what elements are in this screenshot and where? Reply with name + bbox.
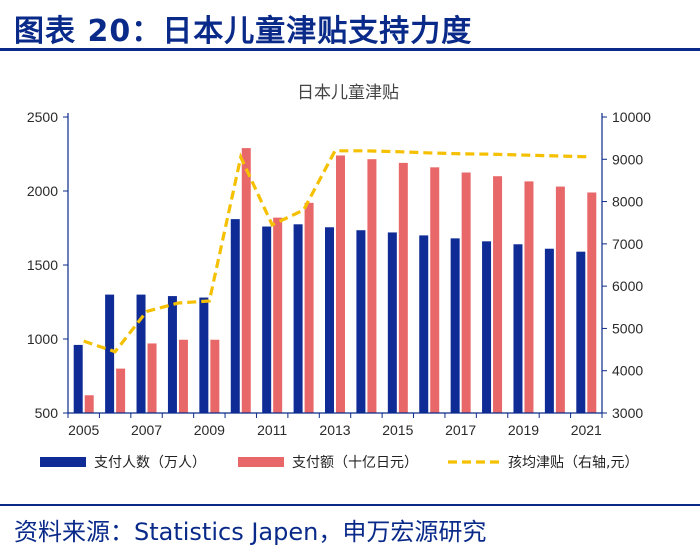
legend-label-0: 支付人数（万人） xyxy=(94,455,206,471)
bar-people-2021 xyxy=(576,251,586,413)
x-tick-label: 2017 xyxy=(445,422,476,438)
bar-people-2013 xyxy=(325,227,334,413)
bar-amount-2011 xyxy=(273,217,283,413)
x-tick-label: 2021 xyxy=(571,422,602,438)
figure-title: 图表 20：日本儿童津贴支持力度 xyxy=(14,14,473,49)
bar-people-2020 xyxy=(544,248,554,413)
x-tick-label: 2005 xyxy=(68,422,99,438)
bar-amount-2018 xyxy=(493,176,503,413)
bar-people-2008 xyxy=(167,296,177,413)
y-left-tick-label: 1000 xyxy=(27,331,58,347)
bars-layer xyxy=(73,148,597,413)
y-left-tick-label: 2000 xyxy=(27,183,58,199)
legend-swatch-1 xyxy=(238,457,284,467)
x-tick-label: 2015 xyxy=(382,422,413,438)
bar-people-2019 xyxy=(513,244,523,413)
bar-people-2010 xyxy=(230,219,240,413)
y-right-tick-label: 8000 xyxy=(612,194,643,210)
bar-amount-2008 xyxy=(178,339,188,413)
bar-people-2011 xyxy=(262,226,272,413)
bar-amount-2007 xyxy=(147,343,157,413)
bar-amount-2013 xyxy=(336,155,345,413)
bar-amount-2020 xyxy=(555,186,565,413)
y-right-tick-label: 6000 xyxy=(612,278,643,294)
legend-label-1: 支付额（十亿日元） xyxy=(292,455,418,471)
footer-rule xyxy=(0,504,700,506)
y-left-tick-label: 1500 xyxy=(27,257,58,273)
x-tick-label: 2011 xyxy=(257,422,287,438)
x-tick-label: 2007 xyxy=(131,422,162,438)
chart-title: 日本儿童津贴 xyxy=(297,83,399,103)
legend: 支付人数（万人） 支付额（十亿日元） 孩均津贴（右轴,元） xyxy=(40,455,638,471)
bar-amount-2005 xyxy=(84,395,94,413)
legend-swatch-0 xyxy=(40,457,86,467)
bar-amount-2010 xyxy=(241,148,251,413)
axes-layer: 500 1000 1500 2000 2500 3000 4000 5000 6000 7000 8… xyxy=(27,109,651,438)
line-per-child xyxy=(83,149,587,354)
source-note: 资料来源：Statistics Japen，申万宏源研究 xyxy=(14,518,487,546)
bar-people-2014 xyxy=(356,230,366,413)
bar-amount-2019 xyxy=(524,181,534,413)
bar-people-2012 xyxy=(293,224,303,413)
bar-people-2006 xyxy=(105,294,115,413)
y-right-tick-label: 7000 xyxy=(612,236,643,252)
line-layer xyxy=(83,149,587,354)
header-rule xyxy=(0,48,700,51)
y-right-tick-label: 4000 xyxy=(612,363,643,379)
bar-amount-2015 xyxy=(398,162,408,413)
bar-amount-2016 xyxy=(430,167,440,413)
y-right-tick-label: 9000 xyxy=(612,151,643,167)
bar-amount-2014 xyxy=(367,159,377,413)
bar-amount-2017 xyxy=(461,172,471,413)
bar-amount-2006 xyxy=(116,368,126,413)
y-right-tick-label: 5000 xyxy=(612,320,643,336)
bar-people-2015 xyxy=(387,232,397,413)
bar-people-2016 xyxy=(419,235,429,413)
x-tick-label: 2009 xyxy=(194,422,225,438)
chart: 日本儿童津贴 500 1000 1500 2000 2500 3000 4000 5000 60… xyxy=(27,83,651,471)
y-left-tick-label: 500 xyxy=(35,405,59,421)
x-tick-label: 2019 xyxy=(508,422,539,438)
bar-amount-2012 xyxy=(304,202,314,413)
bar-amount-2021 xyxy=(587,192,597,413)
bar-people-2005 xyxy=(73,344,83,413)
y-left-tick-label: 2500 xyxy=(27,109,58,125)
legend-label-2: 孩均津贴（右轴,元） xyxy=(508,455,638,471)
bar-people-2018 xyxy=(482,241,492,413)
y-right-tick-label: 10000 xyxy=(612,109,651,125)
bar-people-2009 xyxy=(199,297,209,413)
bar-amount-2009 xyxy=(210,339,220,413)
bar-people-2017 xyxy=(450,238,460,413)
bar-people-2007 xyxy=(136,294,146,413)
x-tick-label: 2013 xyxy=(319,422,350,438)
y-right-tick-label: 3000 xyxy=(612,405,643,421)
